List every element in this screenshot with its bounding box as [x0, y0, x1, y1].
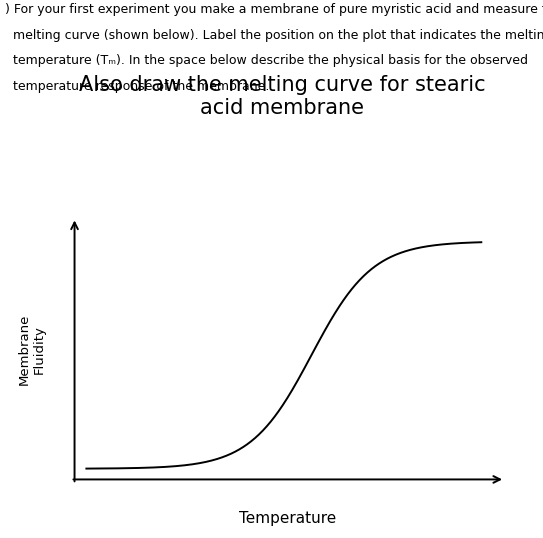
Text: melting curve (shown below). Label the position on the plot that indicates the m: melting curve (shown below). Label the p… — [5, 29, 543, 41]
Text: Temperature: Temperature — [239, 511, 337, 526]
Text: ) For your first experiment you make a membrane of pure myristic acid and measur: ) For your first experiment you make a m… — [5, 3, 543, 16]
Text: temperature response of the membrane.: temperature response of the membrane. — [5, 80, 270, 93]
Text: Membrane
Fluidity: Membrane Fluidity — [17, 314, 46, 385]
Text: temperature (Tₘ). In the space below describe the physical basis for the observe: temperature (Tₘ). In the space below des… — [5, 54, 528, 67]
Text: Also draw the melting curve for stearic
acid membrane: Also draw the melting curve for stearic … — [79, 75, 485, 118]
